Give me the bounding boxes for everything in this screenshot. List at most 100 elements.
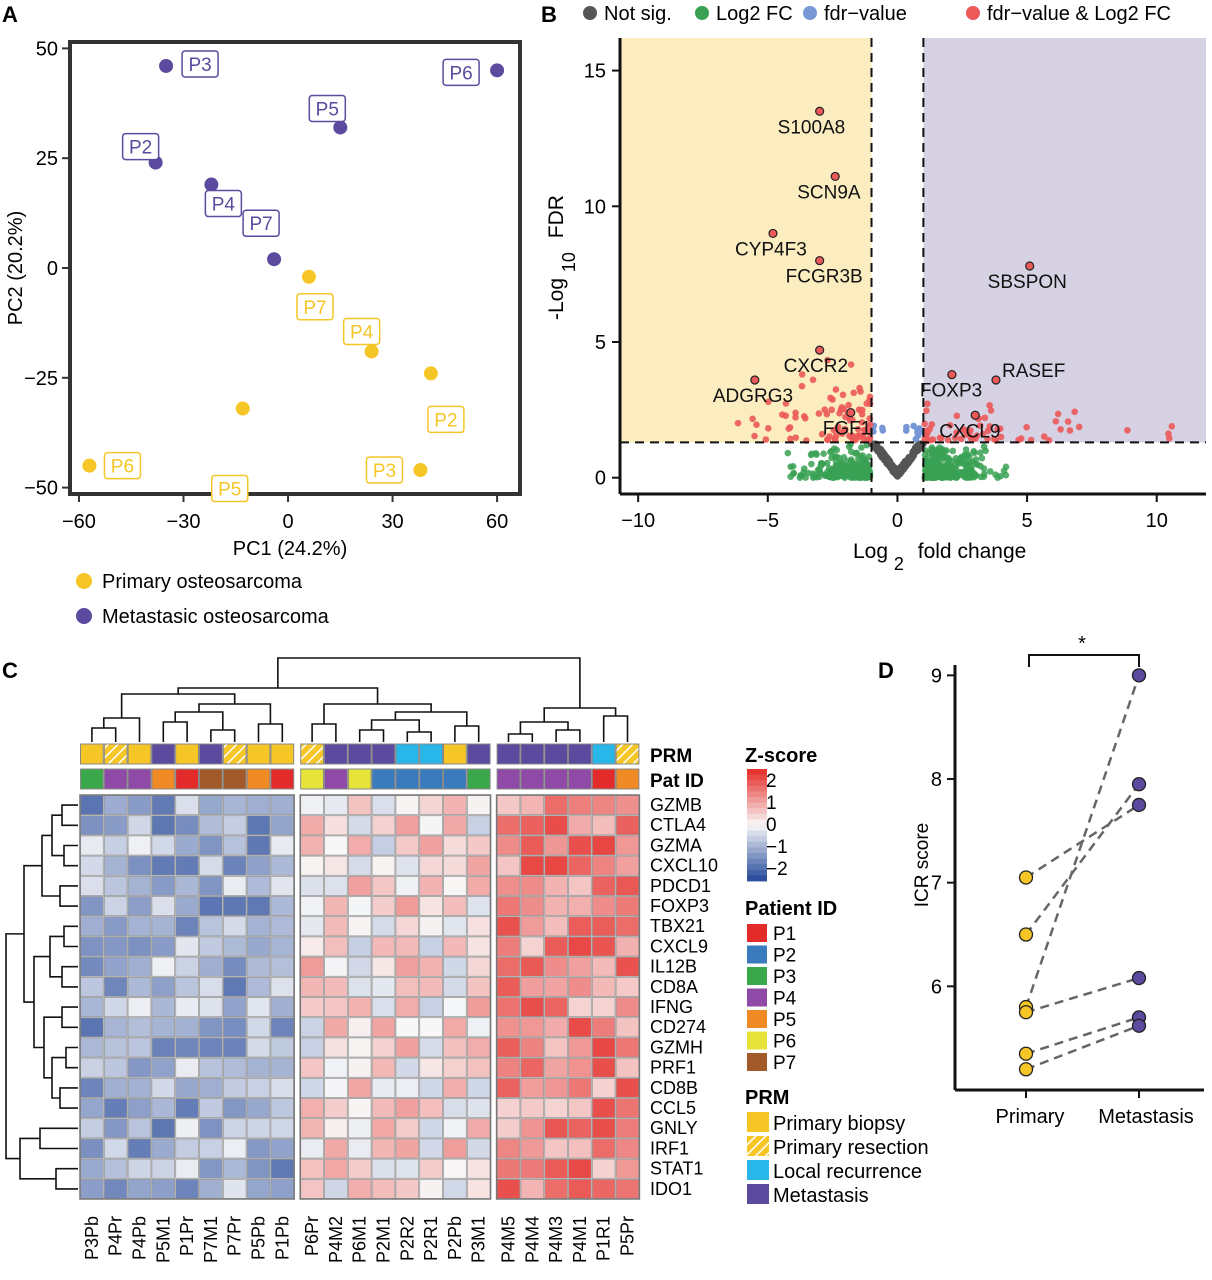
- heatmap-cell: [222, 1057, 247, 1078]
- heatmap-cell: [347, 1118, 372, 1139]
- volcano-point-significant: [962, 431, 970, 438]
- dendrogram-branch: [91, 727, 117, 742]
- dendrogram-branch: [394, 711, 468, 726]
- patient-annotation-cell: [246, 768, 271, 790]
- volcano-point-significant: [801, 414, 809, 422]
- legend-primary-marker: [76, 573, 92, 589]
- category-label-primary: Primary: [996, 1106, 1065, 1128]
- colorbar-segment: [747, 841, 767, 848]
- volcano-point-log2fc: [831, 453, 839, 460]
- heatmap-cell: [151, 1098, 176, 1119]
- legend-primary-label: Primary osteosarcoma: [102, 571, 303, 593]
- heatmap-cell: [80, 936, 104, 957]
- heatmap-cell: [443, 795, 467, 816]
- heatmap-cell: [371, 936, 396, 957]
- x-tick-label: −5: [756, 510, 779, 532]
- heatmap-cell: [151, 835, 176, 856]
- heatmap-cell: [615, 1037, 640, 1058]
- x-tick-label: 60: [486, 511, 508, 533]
- heatmap-cell: [80, 1138, 104, 1159]
- row-label-cxcl9: CXCL9: [650, 936, 708, 956]
- heatmap-cell: [151, 1118, 176, 1139]
- panel-b-y-axis-label: -Log 10 FDR: [545, 195, 580, 320]
- heatmap-cell: [300, 1077, 324, 1098]
- y-tick-label: −25: [24, 368, 58, 390]
- volcano-point-significant: [823, 410, 831, 418]
- heatmap-cell: [395, 956, 420, 977]
- heatmap-cell: [591, 815, 616, 836]
- volcano-point-log2fc: [1002, 471, 1010, 479]
- prm-annotation-cell: [395, 743, 420, 765]
- heatmap-cell: [222, 1158, 247, 1179]
- patient-legend-title: Patient ID: [745, 898, 837, 920]
- colorbar-segment: [747, 819, 767, 826]
- volcano-point-log2fc: [819, 460, 827, 468]
- pca-label-box: [121, 132, 160, 161]
- dendrogram-branch: [177, 687, 379, 704]
- column-label-p4m3: P4M3: [546, 1216, 566, 1263]
- heatmap-cell: [270, 1138, 295, 1159]
- heatmap-cell: [199, 1178, 223, 1199]
- heatmap-cell: [591, 855, 616, 876]
- heatmap-cell: [151, 1017, 176, 1038]
- pca-label-box: [181, 50, 219, 78]
- heatmap-cell: [246, 997, 271, 1018]
- heatmap-cell: [591, 1098, 616, 1119]
- row-label-cd8b: CD8B: [650, 1078, 698, 1098]
- heatmap-cell: [371, 1037, 396, 1058]
- heatmap-cell: [544, 1138, 568, 1159]
- volcano-point-significant: [845, 401, 852, 409]
- heatmap-cell: [151, 956, 176, 977]
- heatmap-cell: [222, 976, 247, 997]
- heatmap-cell: [544, 795, 568, 816]
- heatmap-cell: [151, 1158, 176, 1179]
- gene-label: CXCL9: [939, 421, 1000, 442]
- prm-legend-swatch: [747, 1136, 769, 1156]
- gene-point-cxcr2: [815, 345, 825, 355]
- zscore-tick-label: 1: [766, 793, 777, 814]
- heatmap-cell: [151, 1037, 176, 1058]
- patient-annotation-cell: [615, 768, 640, 790]
- column-label-p1r1: P1R1: [594, 1216, 614, 1261]
- heatmap-cell: [371, 815, 396, 836]
- heatmap-cell: [615, 1098, 640, 1119]
- heatmap-cell: [175, 1138, 199, 1159]
- prm-annotation-cell: [443, 743, 467, 765]
- row-label-gzmb: GZMB: [650, 795, 702, 815]
- volcano-point-log2fc: [833, 446, 841, 454]
- heatmap-cell: [246, 1118, 271, 1139]
- heatmap-cell: [347, 916, 372, 937]
- heatmap-cell: [103, 1178, 128, 1199]
- y-tick-label: 50: [36, 38, 58, 60]
- volcano-point-log2fc: [932, 448, 940, 456]
- volcano-point-significant: [987, 407, 995, 414]
- heatmap-cell: [615, 936, 640, 957]
- column-label-p4m5: P4M5: [499, 1216, 519, 1263]
- heatmap-cell: [80, 956, 104, 977]
- column-label-p6m1: P6M1: [350, 1216, 370, 1263]
- heatmap-cell: [300, 1037, 324, 1058]
- pca-label-box: [427, 405, 465, 434]
- heatmap-cell: [347, 1037, 372, 1058]
- x-tick-label: −30: [167, 511, 201, 533]
- heatmap-cell: [246, 936, 271, 957]
- dendrogram-branch: [63, 844, 78, 867]
- heatmap-cell: [443, 1138, 467, 1159]
- pca-point-label: P2: [434, 410, 457, 431]
- volcano-point-significant: [937, 434, 945, 442]
- heatmap-cell: [544, 1158, 568, 1179]
- patient-annotation-cell: [80, 768, 104, 790]
- volcano-point-significant: [753, 421, 760, 429]
- heatmap-cell: [222, 875, 247, 896]
- heatmap-cell: [300, 956, 324, 977]
- volcano-point-log2fc: [980, 473, 988, 481]
- heatmap-cell: [520, 1077, 545, 1098]
- heatmap-cell: [80, 1077, 104, 1098]
- heatmap-cell: [300, 815, 324, 836]
- heatmap-cell: [300, 1138, 324, 1159]
- panel-b-legend: Not sig. Log2 FC fdr−value fdr−value & L…: [583, 3, 1171, 25]
- volcano-point-significant: [1071, 408, 1078, 416]
- heatmap-cell: [544, 1077, 568, 1098]
- heatmap-cell: [151, 1057, 176, 1078]
- volcano-point-log2fc: [963, 462, 971, 470]
